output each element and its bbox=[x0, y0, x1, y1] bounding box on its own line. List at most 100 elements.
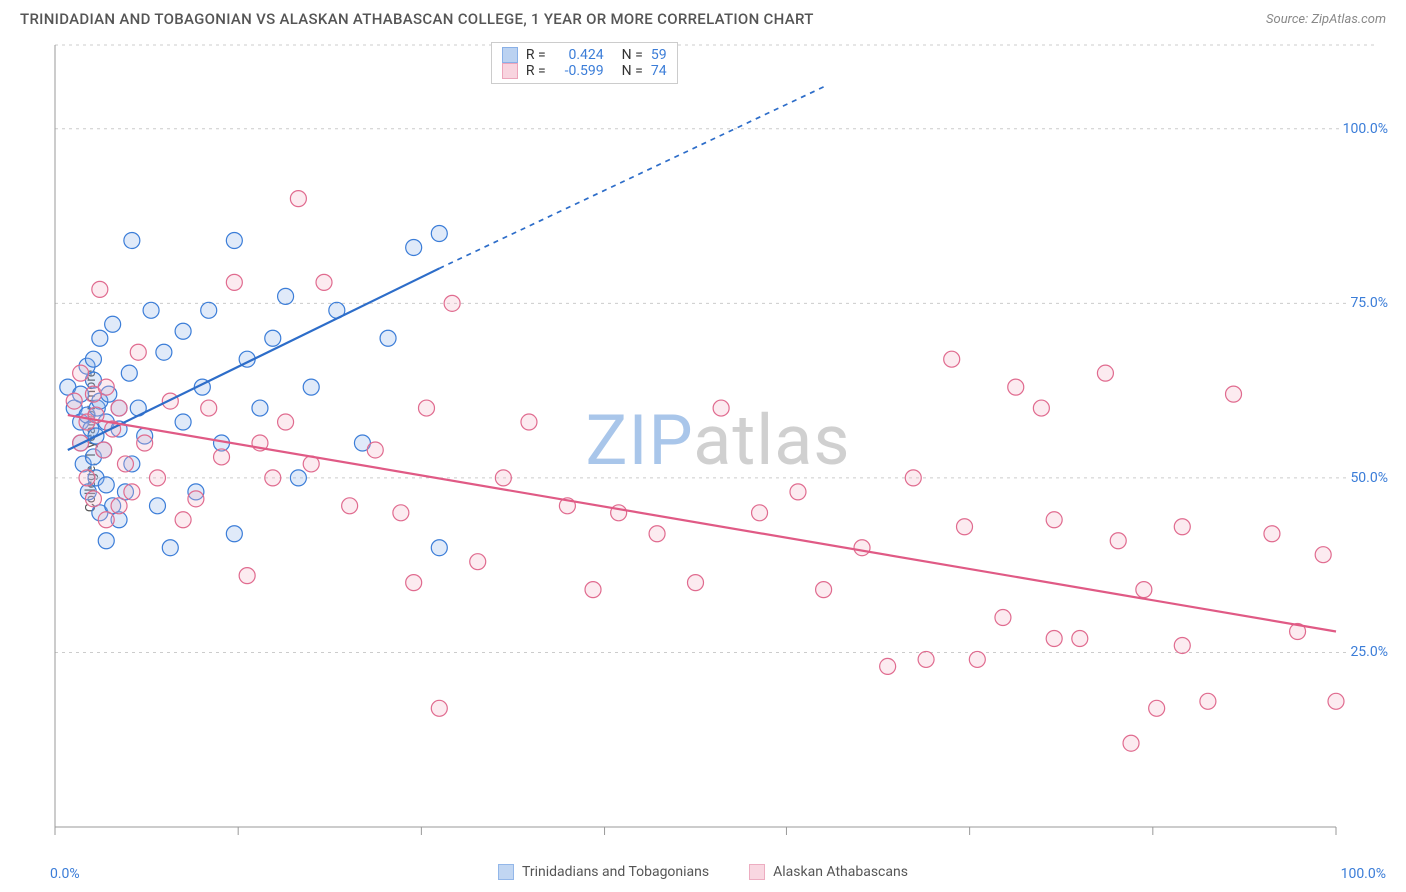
scatter-point bbox=[303, 379, 319, 395]
legend-swatch bbox=[749, 864, 765, 880]
scatter-point bbox=[98, 379, 114, 395]
scatter-point bbox=[444, 295, 460, 311]
scatter-point bbox=[124, 233, 140, 249]
legend: Trinidadians and Tobagonians Alaskan Atha… bbox=[0, 864, 1406, 880]
scatter-point bbox=[175, 414, 191, 430]
trend-line-extrapolated bbox=[439, 87, 823, 269]
scatter-point bbox=[816, 582, 832, 598]
scatter-point bbox=[790, 484, 806, 500]
legend-item: Trinidadians and Tobagonians bbox=[498, 864, 709, 880]
scatter-point bbox=[1136, 582, 1152, 598]
series-swatch bbox=[502, 47, 518, 63]
scatter-point bbox=[521, 414, 537, 430]
scatter-point bbox=[73, 365, 89, 381]
scatter-point bbox=[431, 226, 447, 242]
scatter-point bbox=[1123, 735, 1139, 751]
scatter-point bbox=[226, 233, 242, 249]
scatter-point bbox=[162, 540, 178, 556]
scatter-point bbox=[201, 400, 217, 416]
scatter-point bbox=[1033, 400, 1049, 416]
scatter-point bbox=[278, 414, 294, 430]
scatter-point bbox=[214, 449, 230, 465]
scatter-point bbox=[290, 470, 306, 486]
scatter-point bbox=[969, 651, 985, 667]
y-tick-label: 50.0% bbox=[1347, 470, 1391, 486]
scatter-point bbox=[342, 498, 358, 514]
scatter-point bbox=[92, 330, 108, 346]
stats-row: R =-0.599N =74 bbox=[502, 63, 667, 79]
r-label: R = bbox=[526, 47, 546, 63]
scatter-point bbox=[649, 526, 665, 542]
y-tick-label: 100.0% bbox=[1340, 121, 1391, 137]
trend-line bbox=[68, 415, 1336, 631]
scatter-point bbox=[149, 470, 165, 486]
legend-swatch bbox=[498, 864, 514, 880]
scatter-point bbox=[470, 554, 486, 570]
scatter-point bbox=[124, 484, 140, 500]
chart-header: TRINIDADIAN AND TOBAGONIAN VS ALASKAN AT… bbox=[0, 0, 1406, 33]
scatter-point bbox=[1072, 630, 1088, 646]
scatter-point bbox=[995, 610, 1011, 626]
scatter-point bbox=[1046, 630, 1062, 646]
scatter-point bbox=[1226, 386, 1242, 402]
scatter-point bbox=[265, 330, 281, 346]
legend-item: Alaskan Athabascans bbox=[749, 864, 908, 880]
scatter-point bbox=[252, 400, 268, 416]
scatter-point bbox=[96, 442, 112, 458]
n-label: N = bbox=[622, 47, 643, 63]
scatter-point bbox=[957, 519, 973, 535]
scatter-point bbox=[143, 302, 159, 318]
scatter-point bbox=[92, 281, 108, 297]
chart-area: College, 1 year or more ZIPatlas 25.0%50… bbox=[50, 40, 1386, 842]
scatter-point bbox=[418, 400, 434, 416]
scatter-point bbox=[239, 568, 255, 584]
scatter-point bbox=[367, 442, 383, 458]
stats-row: R = 0.424 N = 59 bbox=[502, 47, 667, 63]
scatter-plot-svg bbox=[50, 40, 1386, 842]
scatter-point bbox=[265, 470, 281, 486]
trend-line bbox=[68, 268, 439, 450]
source-link[interactable]: ZipAtlas.com bbox=[1311, 12, 1386, 27]
scatter-point bbox=[175, 512, 191, 528]
r-value: 0.424 bbox=[554, 47, 604, 63]
scatter-point bbox=[188, 491, 204, 507]
scatter-point bbox=[944, 351, 960, 367]
n-value: 59 bbox=[651, 47, 667, 63]
scatter-point bbox=[1174, 637, 1190, 653]
scatter-point bbox=[431, 540, 447, 556]
scatter-point bbox=[752, 505, 768, 521]
scatter-point bbox=[406, 239, 422, 255]
scatter-point bbox=[1264, 526, 1280, 542]
scatter-point bbox=[1046, 512, 1062, 528]
scatter-point bbox=[117, 456, 133, 472]
scatter-point bbox=[316, 274, 332, 290]
scatter-point bbox=[585, 582, 601, 598]
series-swatch bbox=[502, 63, 518, 79]
scatter-point bbox=[880, 658, 896, 674]
scatter-point bbox=[130, 344, 146, 360]
scatter-point bbox=[1315, 547, 1331, 563]
scatter-point bbox=[201, 302, 217, 318]
scatter-point bbox=[98, 477, 114, 493]
scatter-point bbox=[1328, 693, 1344, 709]
source-prefix: Source: bbox=[1266, 12, 1311, 27]
scatter-point bbox=[1097, 365, 1113, 381]
y-tick-label: 25.0% bbox=[1347, 644, 1391, 660]
scatter-point bbox=[226, 526, 242, 542]
scatter-point bbox=[713, 400, 729, 416]
scatter-point bbox=[175, 323, 191, 339]
n-label: N = bbox=[622, 63, 643, 79]
scatter-point bbox=[431, 700, 447, 716]
scatter-point bbox=[406, 575, 422, 591]
legend-label: Alaskan Athabascans bbox=[773, 864, 908, 880]
scatter-point bbox=[688, 575, 704, 591]
scatter-point bbox=[278, 288, 294, 304]
scatter-point bbox=[98, 533, 114, 549]
scatter-point bbox=[105, 316, 121, 332]
scatter-point bbox=[79, 470, 95, 486]
scatter-point bbox=[1200, 693, 1216, 709]
scatter-point bbox=[290, 191, 306, 207]
scatter-point bbox=[1110, 533, 1126, 549]
y-tick-label: 75.0% bbox=[1347, 295, 1391, 311]
scatter-point bbox=[380, 330, 396, 346]
